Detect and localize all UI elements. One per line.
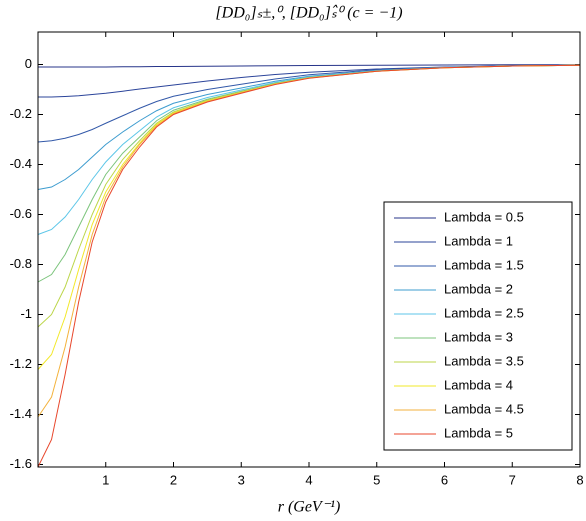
- legend-label: Lambda = 5: [444, 425, 513, 440]
- legend-label: Lambda = 0.5: [444, 209, 524, 224]
- y-tick-label: -1.6: [10, 456, 32, 471]
- legend-label: Lambda = 3.5: [444, 353, 524, 368]
- y-tick-label: -0.4: [10, 156, 32, 171]
- legend-label: Lambda = 3: [444, 329, 513, 344]
- y-tick-label: -0.8: [10, 256, 32, 271]
- y-tick-label: -1: [20, 306, 32, 321]
- y-tick-label: -0.6: [10, 206, 32, 221]
- x-tick-label: 7: [509, 472, 516, 487]
- x-tick-label: 1: [102, 472, 109, 487]
- x-tick-label: 8: [576, 472, 583, 487]
- legend-label: Lambda = 1: [444, 233, 513, 248]
- y-tick-label: -0.2: [10, 106, 32, 121]
- y-tick-label: -1.4: [10, 406, 32, 421]
- legend-label: Lambda = 2: [444, 281, 513, 296]
- y-tick-label: 0: [25, 56, 32, 71]
- x-tick-label: 6: [441, 472, 448, 487]
- x-tick-label: 5: [373, 472, 380, 487]
- x-tick-label: 4: [305, 472, 312, 487]
- legend-label: Lambda = 2.5: [444, 305, 524, 320]
- x-tick-label: 3: [238, 472, 245, 487]
- legend-label: Lambda = 1.5: [444, 257, 524, 272]
- plot-frame: [37, 31, 581, 468]
- legend-label: Lambda = 4: [444, 377, 513, 392]
- series-line: [37, 64, 581, 468]
- legend: Lambda = 0.5 Lambda = 1 Lambda = 1.5 Lambda…: [383, 201, 573, 451]
- series-line: [38, 64, 581, 98]
- y-tick-label: -1.2: [10, 356, 32, 371]
- chart-title: [DD₀]ₛ±,⁰, [DD₀]ₛ̂⁰ (c = −1): [215, 5, 402, 22]
- x-tick-label: 2: [170, 472, 177, 487]
- series-line: [37, 64, 581, 143]
- legend-label: Lambda = 4.5: [444, 401, 524, 416]
- legend-box: [383, 201, 573, 451]
- series-line: [38, 64, 580, 68]
- x-axis-label: r (GeV⁻¹): [278, 499, 341, 516]
